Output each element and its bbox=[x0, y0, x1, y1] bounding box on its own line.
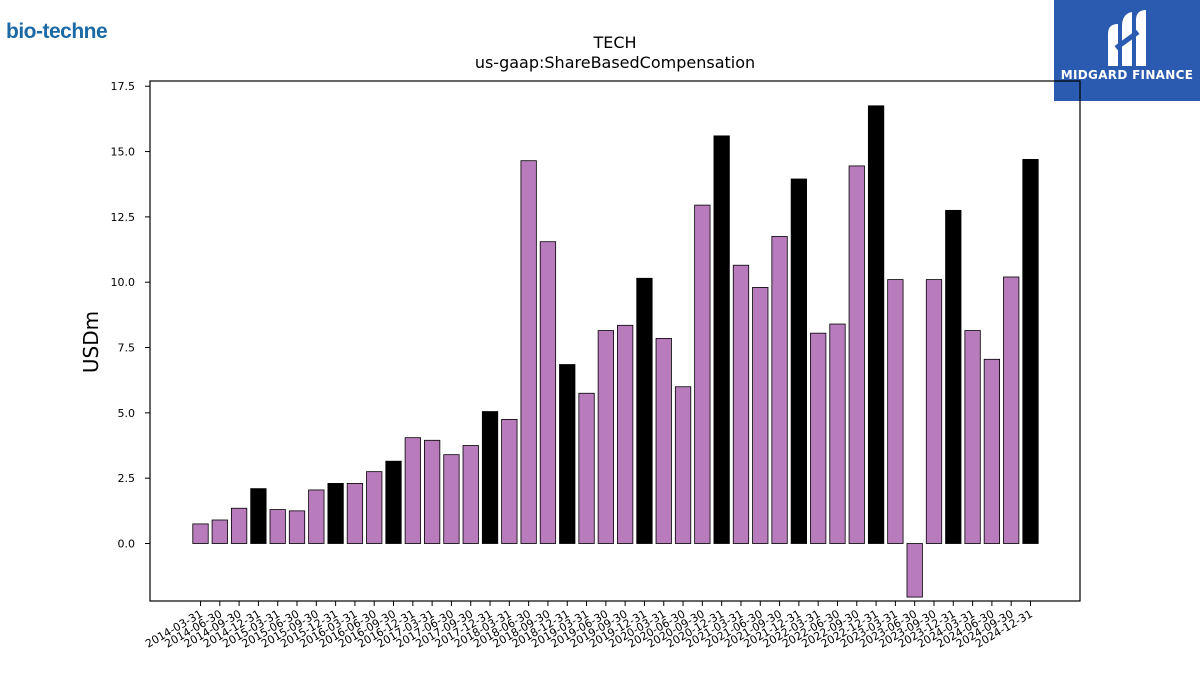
bar-2020-12-31 bbox=[713, 135, 730, 544]
bar-2018-09-30 bbox=[539, 241, 557, 544]
x-ticks-group: 2014-03-312014-06-302014-09-302014-12-31… bbox=[143, 601, 1035, 651]
y-tick-label: 7.5 bbox=[118, 342, 136, 355]
y-tick-label: 5.0 bbox=[118, 407, 136, 420]
bar-2024-06-30 bbox=[983, 358, 1001, 544]
chart-title: TECH bbox=[592, 33, 636, 52]
bar-2021-06-30 bbox=[752, 287, 769, 544]
chart-subtitle: us-gaap:ShareBasedCompensation bbox=[475, 53, 755, 72]
bar-2018-03-31 bbox=[501, 418, 518, 544]
bar-2019-03-31 bbox=[578, 392, 595, 544]
midgard-logo-mark-icon bbox=[1108, 10, 1146, 66]
y-axis-label: USDm bbox=[79, 311, 103, 373]
bar-2019-09-30 bbox=[617, 324, 634, 544]
bar-2016-03-31 bbox=[346, 483, 364, 544]
y-tick-label: 10.0 bbox=[111, 276, 136, 289]
bars-group bbox=[192, 105, 1039, 598]
bar-2015-06-30 bbox=[288, 510, 306, 544]
y-tick-label: 12.5 bbox=[111, 211, 136, 224]
bar-2022-06-30 bbox=[829, 323, 846, 544]
bar-2016-06-30 bbox=[366, 471, 383, 544]
bar-2014-12-31 bbox=[250, 488, 267, 544]
bar-2021-03-31 bbox=[732, 264, 750, 544]
bar-2017-03-31 bbox=[424, 439, 441, 544]
bar-2014-09-30 bbox=[230, 507, 248, 544]
bar-2024-12-31 bbox=[1022, 158, 1039, 544]
bar-2014-03-31 bbox=[192, 523, 209, 544]
bar-2021-12-31 bbox=[790, 178, 807, 544]
bar-2020-09-30 bbox=[694, 204, 711, 544]
bar-2022-09-30 bbox=[848, 165, 865, 544]
bio-techne-logo: bio-techne bbox=[6, 20, 108, 43]
bar-2016-12-31 bbox=[404, 437, 421, 544]
y-tick-label: 17.5 bbox=[111, 80, 136, 93]
midgard-logo-text: MIDGARD FINANCE bbox=[1060, 68, 1194, 82]
bar-2018-06-30 bbox=[520, 160, 537, 544]
bar-2018-12-31 bbox=[559, 364, 576, 544]
bar-2020-06-30 bbox=[674, 386, 692, 544]
bar-2015-12-31 bbox=[327, 483, 344, 544]
bar-2022-12-31 bbox=[867, 105, 885, 544]
bar-2017-12-31 bbox=[481, 411, 499, 544]
bar-2023-06-30 bbox=[906, 543, 923, 598]
bar-2023-12-31 bbox=[945, 209, 962, 544]
bar-2019-12-31 bbox=[636, 277, 653, 544]
y-tick-label: 2.5 bbox=[118, 472, 136, 485]
bar-2016-09-30 bbox=[385, 460, 402, 544]
bar-2015-03-31 bbox=[269, 509, 286, 544]
bar-2023-09-30 bbox=[925, 279, 943, 544]
bar-2024-09-30 bbox=[1003, 276, 1020, 544]
bar-2015-09-30 bbox=[308, 489, 325, 544]
bar-2017-09-30 bbox=[462, 445, 479, 544]
bar-2014-06-30 bbox=[211, 519, 228, 544]
bar-2019-06-30 bbox=[597, 330, 614, 544]
bar-2024-03-31 bbox=[964, 330, 981, 544]
y-ticks-group: 0.0 2.5 5.0 7.5 10.0 12.5 15.0 17.5 bbox=[111, 80, 150, 551]
y-tick-label: 0.0 bbox=[118, 538, 136, 551]
bar-2021-09-30 bbox=[771, 236, 788, 544]
bar-2020-03-31 bbox=[655, 337, 672, 544]
bar-2023-03-31 bbox=[887, 279, 904, 544]
y-tick-label: 15.0 bbox=[111, 146, 136, 159]
plot-frame bbox=[149, 80, 1081, 602]
bar-2017-06-30 bbox=[443, 454, 460, 544]
bar-2022-03-31 bbox=[810, 332, 827, 544]
midgard-finance-logo: MIDGARD FINANCE bbox=[1054, 0, 1200, 101]
